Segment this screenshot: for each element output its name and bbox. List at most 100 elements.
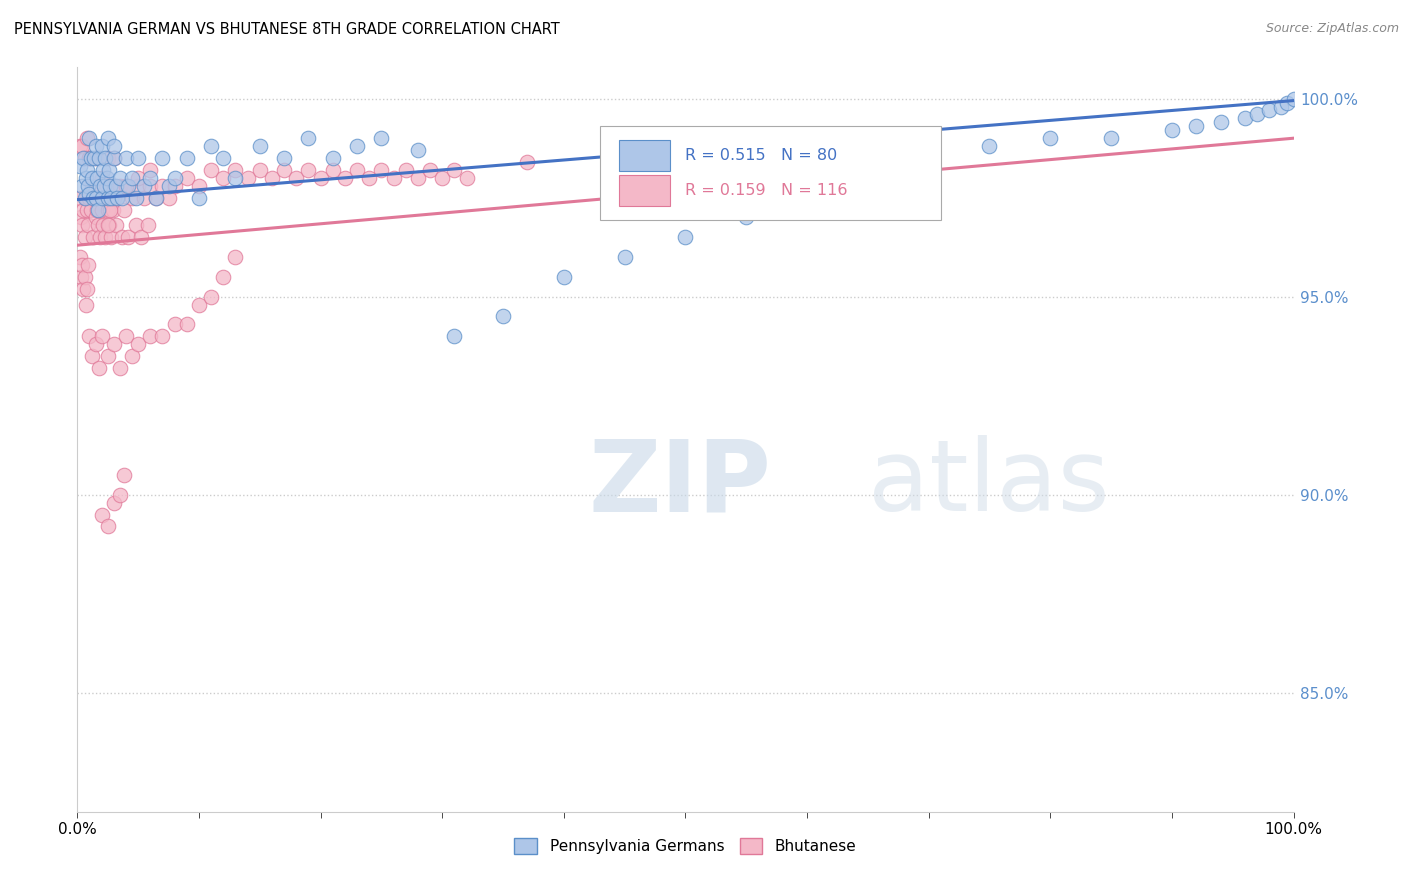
Point [93, 191, 115, 205]
Point [70, 258, 93, 272]
Point [79, 151, 101, 165]
Point [90, 139, 112, 153]
Point [86, 170, 108, 185]
Point [103, 337, 125, 351]
Point [96, 178, 118, 193]
Point [72, 151, 94, 165]
Point [100, 191, 122, 205]
Point [249, 162, 271, 177]
Point [127, 178, 149, 193]
Point [90, 202, 112, 217]
Point [117, 230, 139, 244]
Point [79, 329, 101, 343]
Point [93, 178, 115, 193]
Point [90, 508, 112, 522]
Point [115, 178, 138, 193]
Point [395, 162, 418, 177]
Point [91, 162, 114, 177]
Point [145, 191, 167, 205]
Point [73, 191, 96, 205]
Point [322, 151, 344, 165]
Point [273, 151, 295, 165]
Point [89, 361, 111, 376]
Point [73, 230, 96, 244]
Point [212, 269, 235, 284]
Point [108, 488, 131, 502]
Point [419, 162, 441, 177]
Point [75, 297, 97, 311]
Point [856, 170, 879, 185]
Point [105, 178, 128, 193]
Point [76, 202, 98, 217]
Point [285, 170, 308, 185]
Point [273, 162, 295, 177]
Point [97, 191, 120, 205]
Point [107, 191, 129, 205]
Point [129, 230, 152, 244]
Point [94, 230, 117, 244]
Point [979, 139, 1001, 153]
Text: atlas: atlas [868, 435, 1109, 533]
Point [163, 178, 186, 193]
Point [260, 170, 283, 185]
Point [97, 219, 120, 233]
Point [80, 170, 103, 185]
Point [73, 151, 96, 165]
Point [84, 337, 107, 351]
Point [297, 162, 319, 177]
Point [406, 143, 429, 157]
Point [163, 318, 186, 332]
Point [98, 191, 121, 205]
Point [98, 178, 121, 193]
Text: R = 0.159   N = 116: R = 0.159 N = 116 [686, 183, 848, 198]
Point [236, 170, 259, 185]
Point [84, 211, 107, 225]
Point [97, 349, 120, 363]
Point [406, 170, 429, 185]
Point [97, 202, 120, 217]
Point [82, 191, 104, 205]
Point [72, 282, 94, 296]
Point [145, 191, 167, 205]
FancyBboxPatch shape [619, 140, 669, 171]
Point [89, 230, 111, 244]
Legend: Pennsylvania Germans, Bhutanese: Pennsylvania Germans, Bhutanese [509, 831, 862, 860]
Point [735, 211, 758, 225]
Point [98, 202, 121, 217]
Point [97, 151, 120, 165]
Point [82, 230, 104, 244]
Point [1233, 112, 1256, 126]
Point [117, 178, 139, 193]
Point [188, 178, 211, 193]
Point [370, 131, 392, 145]
Point [492, 310, 515, 324]
Point [163, 170, 186, 185]
Point [79, 151, 101, 165]
Point [212, 170, 235, 185]
Point [382, 170, 405, 185]
Point [73, 269, 96, 284]
Point [125, 219, 148, 233]
Point [613, 250, 636, 264]
Point [152, 151, 174, 165]
Point [152, 178, 174, 193]
Point [84, 191, 107, 205]
Point [430, 170, 453, 185]
Point [86, 202, 108, 217]
Text: Source: ZipAtlas.com: Source: ZipAtlas.com [1265, 22, 1399, 36]
Point [69, 159, 91, 173]
Point [176, 318, 198, 332]
Point [91, 219, 114, 233]
Point [76, 131, 98, 145]
Point [1039, 131, 1062, 145]
Point [456, 170, 478, 185]
Point [101, 202, 124, 217]
FancyBboxPatch shape [600, 127, 941, 219]
Point [107, 191, 129, 205]
Point [370, 162, 392, 177]
Point [115, 329, 138, 343]
Point [80, 202, 103, 217]
Point [136, 219, 159, 233]
Point [176, 170, 198, 185]
Point [80, 349, 103, 363]
